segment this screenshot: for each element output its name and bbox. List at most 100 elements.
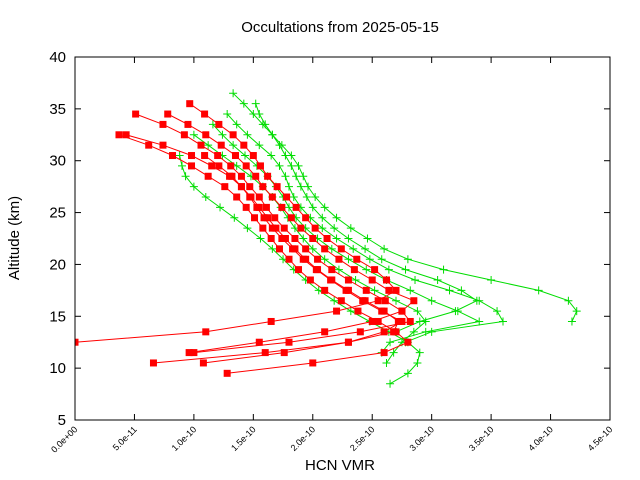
data-point — [246, 183, 254, 191]
data-point — [268, 224, 276, 232]
data-point — [255, 110, 264, 119]
data-point — [349, 244, 358, 253]
data-point — [181, 172, 190, 181]
data-point — [115, 131, 123, 139]
data-point — [249, 152, 257, 160]
data-point — [327, 244, 336, 253]
data-point — [308, 244, 317, 253]
y-tick-label: 20 — [49, 256, 66, 273]
data-point — [197, 141, 205, 149]
series-7 — [251, 99, 481, 336]
data-point — [392, 296, 400, 305]
data-point — [475, 317, 484, 326]
data-point — [337, 297, 345, 305]
data-point — [149, 359, 157, 367]
data-point — [368, 317, 376, 325]
data-point — [268, 244, 277, 253]
data-point — [390, 328, 398, 336]
data-point — [354, 307, 362, 315]
data-point — [330, 296, 339, 305]
data-point — [567, 317, 576, 326]
data-point — [295, 266, 303, 274]
data-point — [280, 349, 288, 357]
y-tick-label: 10 — [49, 360, 66, 377]
data-point — [228, 172, 236, 180]
data-point — [311, 193, 320, 202]
data-point — [382, 358, 391, 367]
data-point — [374, 297, 382, 305]
data-point — [321, 286, 329, 294]
data-point — [382, 276, 390, 284]
data-point — [433, 275, 442, 284]
data-point — [242, 162, 250, 170]
data-point — [309, 235, 317, 242]
data-point — [415, 348, 424, 357]
data-point — [380, 328, 388, 336]
data-point — [344, 255, 353, 264]
data-point — [287, 161, 296, 170]
data-point — [493, 307, 502, 316]
data-point — [255, 338, 263, 346]
data-point — [230, 213, 239, 222]
data-point — [302, 214, 310, 222]
data-point — [371, 266, 379, 274]
data-point — [362, 286, 370, 294]
data-point — [404, 338, 412, 346]
data-point — [359, 297, 367, 305]
data-point — [239, 99, 248, 108]
y-tick-label: 40 — [49, 49, 66, 66]
data-point — [327, 276, 335, 284]
data-point — [384, 265, 393, 274]
data-point — [202, 131, 210, 139]
data-point — [314, 255, 322, 263]
data-point — [304, 182, 313, 191]
data-point — [291, 235, 299, 242]
data-point — [378, 307, 386, 315]
data-point — [223, 369, 231, 377]
data-point — [285, 203, 293, 212]
data-point — [240, 141, 248, 149]
data-point — [292, 203, 300, 211]
data-point — [410, 297, 418, 305]
data-point — [403, 255, 412, 264]
data-point — [453, 307, 462, 316]
data-point — [394, 317, 402, 325]
data-point — [302, 193, 311, 202]
series-2 — [164, 110, 418, 357]
data-point — [330, 224, 339, 233]
data-point — [75, 338, 79, 346]
data-point — [278, 203, 286, 211]
data-point — [389, 348, 398, 357]
data-point — [243, 130, 252, 139]
data-point — [186, 100, 194, 108]
data-point — [377, 255, 386, 264]
data-point — [457, 286, 466, 295]
data-point — [346, 307, 355, 316]
data-point — [229, 131, 237, 139]
data-point — [281, 172, 290, 181]
data-point — [242, 203, 250, 211]
data-point — [188, 152, 196, 160]
data-point — [287, 214, 295, 222]
data-point — [268, 193, 276, 201]
data-point — [344, 338, 352, 346]
data-point — [259, 224, 267, 232]
plot-frame — [74, 56, 611, 421]
data-point — [215, 162, 223, 170]
data-point — [362, 265, 371, 274]
data-point — [332, 234, 341, 243]
data-point — [255, 193, 263, 201]
data-point — [217, 141, 225, 149]
data-point — [264, 172, 272, 180]
data-point — [232, 152, 239, 160]
data-point — [251, 99, 260, 108]
data-point — [413, 358, 422, 367]
data-point — [299, 234, 308, 243]
data-point — [190, 349, 198, 357]
data-point — [346, 224, 355, 233]
series-9 — [208, 120, 484, 357]
data-point — [296, 182, 305, 191]
data-point — [318, 213, 327, 222]
data-point — [267, 235, 275, 242]
data-point — [273, 183, 281, 191]
